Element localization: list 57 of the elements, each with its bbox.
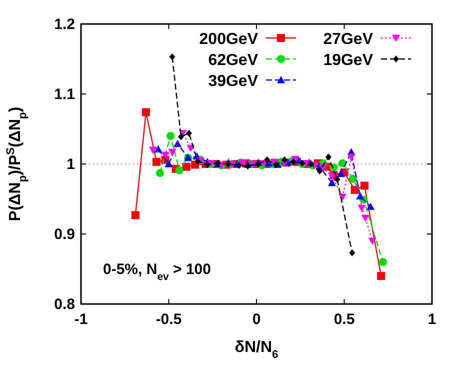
point	[152, 158, 160, 166]
legend-label: 39GeV	[208, 73, 258, 90]
point	[204, 161, 210, 168]
annotation: 0-5%, N$_{ev}$ > 100	[103, 261, 211, 283]
x-tick-label: 0.5	[334, 311, 355, 328]
point	[334, 176, 340, 183]
point	[336, 170, 345, 177]
point	[377, 272, 386, 280]
legend-label: 200GeV	[199, 31, 258, 48]
point	[131, 211, 140, 220]
point	[328, 178, 336, 186]
point	[360, 182, 368, 190]
y-tick-label: 0.8	[54, 296, 75, 313]
legend-label: 27GeV	[323, 31, 374, 48]
point	[366, 202, 375, 210]
point	[308, 160, 314, 168]
point	[347, 154, 356, 161]
y-tick-label: 1.2	[54, 16, 75, 33]
point	[236, 162, 242, 169]
x-tick-label: 0	[252, 311, 261, 328]
point	[178, 133, 184, 140]
point	[148, 146, 157, 154]
point	[169, 53, 176, 60]
point	[164, 160, 173, 168]
point	[349, 249, 356, 256]
y-tick-label: 1	[66, 156, 75, 173]
point	[290, 158, 296, 166]
point	[316, 168, 323, 174]
point	[166, 132, 175, 140]
x-axis-title: δN/N$_{6}$	[234, 339, 278, 361]
legend-label: 62GeV	[208, 52, 258, 69]
point	[264, 156, 270, 164]
point	[272, 161, 279, 168]
y-tick-label: 1.1	[54, 86, 75, 103]
point	[194, 158, 201, 165]
point	[142, 108, 150, 116]
point	[156, 169, 164, 178]
point	[356, 192, 364, 200]
x-tick-label: 1	[428, 311, 436, 328]
point	[282, 156, 288, 164]
legend-label: 19GeV	[323, 52, 374, 69]
point	[161, 152, 170, 159]
point	[358, 204, 366, 212]
point	[368, 238, 376, 245]
point	[186, 130, 192, 137]
point	[349, 174, 358, 183]
point	[154, 145, 162, 152]
point	[168, 148, 176, 156]
point	[378, 258, 387, 266]
point	[361, 214, 370, 222]
point	[182, 162, 190, 171]
x-tick-label: -1	[74, 311, 88, 328]
y-tick-label: 0.9	[54, 226, 75, 243]
x-tick-label: -0.5	[156, 311, 182, 328]
point	[325, 154, 332, 160]
point	[338, 194, 346, 201]
point	[175, 166, 184, 174]
